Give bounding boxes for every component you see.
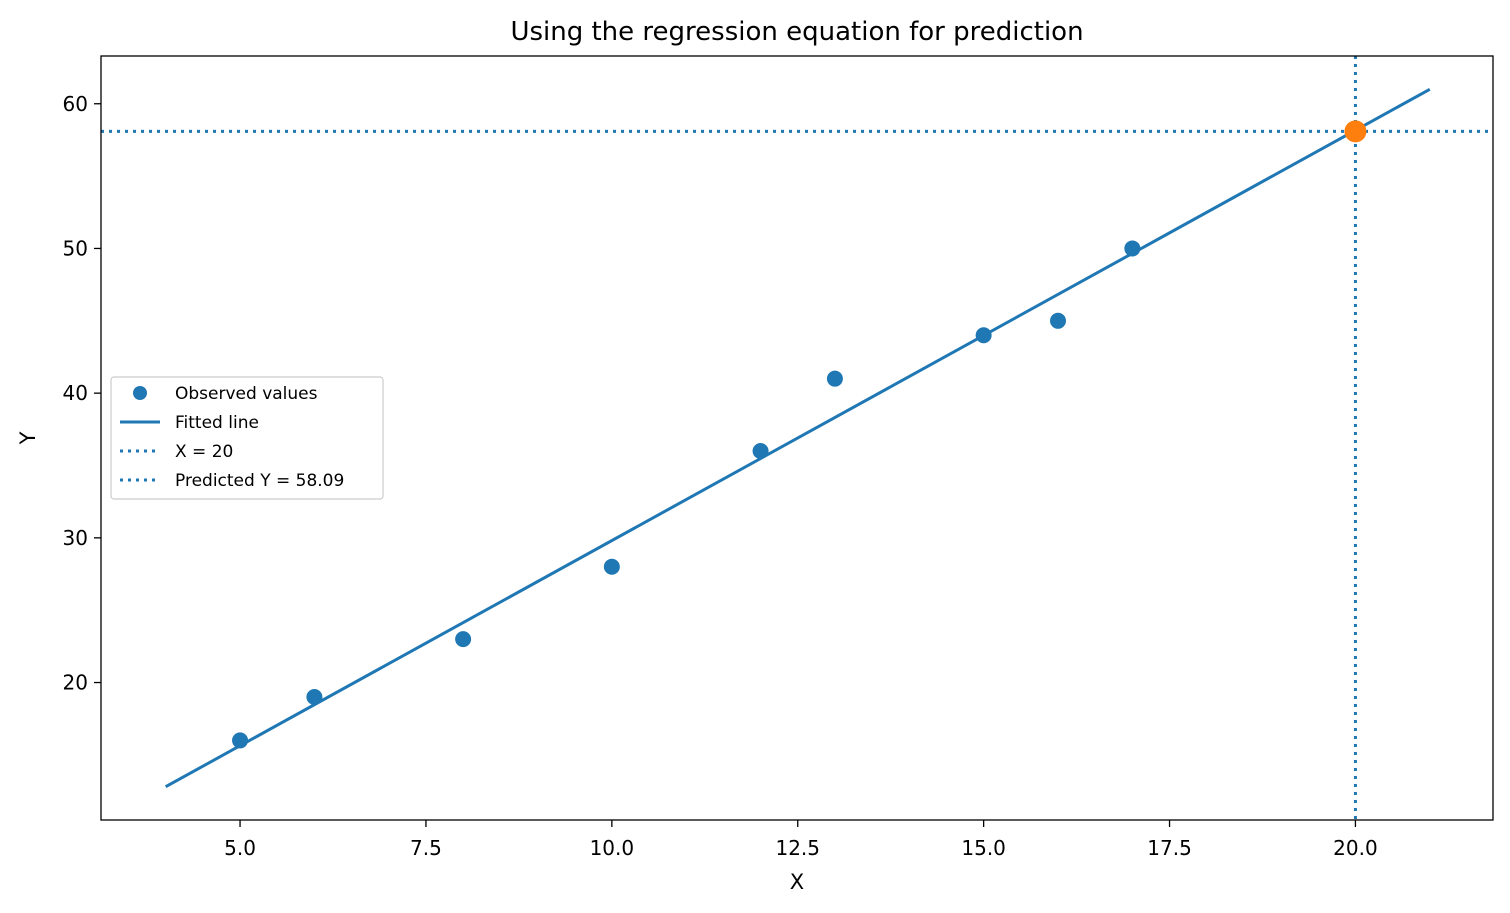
legend-label-predicted: Predicted Y = 58.09 bbox=[175, 471, 344, 491]
x-tick-label: 20.0 bbox=[1333, 836, 1378, 860]
legend-label-x20: X = 20 bbox=[175, 442, 233, 462]
fitted-line bbox=[164, 87, 1431, 789]
observed-point bbox=[826, 370, 843, 387]
observed-point bbox=[752, 443, 769, 460]
chart-title: Using the regression equation for predic… bbox=[510, 17, 1083, 47]
x-tick-label: 12.5 bbox=[775, 836, 820, 860]
observed-point bbox=[975, 327, 992, 344]
legend-box bbox=[110, 376, 384, 500]
x-tick-label: 10.0 bbox=[590, 836, 635, 860]
y-tick-label: 50 bbox=[63, 236, 88, 260]
y-tick-label: 30 bbox=[63, 526, 88, 550]
x-tick-label: 15.0 bbox=[961, 836, 1006, 860]
y-tick-label: 40 bbox=[63, 381, 88, 405]
x-axis-ticks: 5.0 7.5 10.0 12.5 15.0 17.5 20.0 bbox=[224, 820, 1378, 860]
y-tick-label: 20 bbox=[63, 671, 88, 695]
observed-point bbox=[1050, 312, 1066, 329]
x-axis-label: X bbox=[790, 870, 804, 894]
x-tick-label: 5.0 bbox=[224, 836, 256, 860]
legend-marker-observed bbox=[133, 386, 147, 400]
y-axis-ticks: 20 30 40 50 60 bbox=[63, 92, 101, 695]
legend-label-observed: Observed values bbox=[175, 384, 318, 404]
plot-frame bbox=[100, 55, 1494, 821]
y-tick-label: 60 bbox=[63, 92, 88, 116]
predicted-point bbox=[1344, 120, 1367, 143]
plot-area bbox=[101, 56, 1493, 820]
y-axis-label: Y bbox=[16, 431, 40, 445]
observed-point bbox=[306, 689, 323, 706]
x-tick-label: 7.5 bbox=[410, 836, 442, 860]
observed-point bbox=[455, 631, 472, 648]
observed-point bbox=[1124, 240, 1141, 257]
observed-point bbox=[232, 732, 249, 749]
x-tick-label: 17.5 bbox=[1147, 836, 1192, 860]
legend-label-fitted: Fitted line bbox=[175, 413, 259, 433]
observed-point bbox=[603, 558, 620, 575]
legend: Observed values Fitted line X = 20 Predi… bbox=[110, 376, 384, 500]
